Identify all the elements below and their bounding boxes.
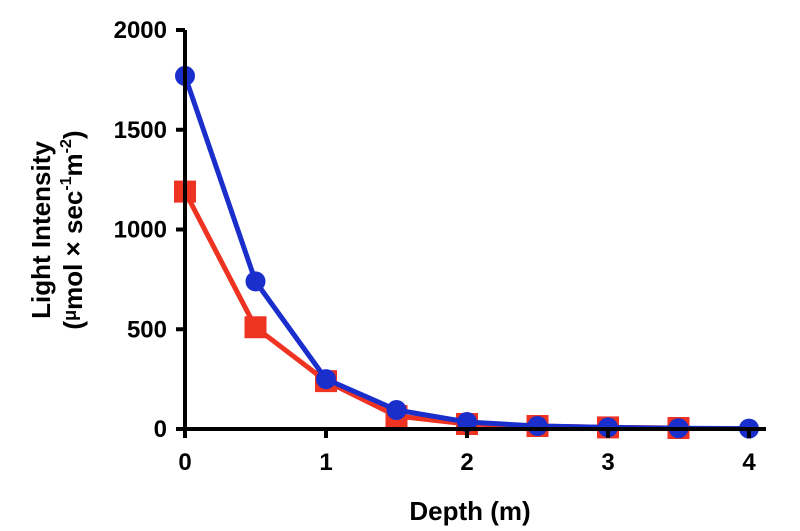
chart-marks <box>174 65 759 440</box>
series-square <box>174 180 690 440</box>
series-circle <box>175 65 759 439</box>
chart-ticks: 0 1 2 3 4 0 500 1000 1500 2000 <box>114 17 757 476</box>
chart-axes <box>183 30 766 431</box>
y-axis-title-close: ) <box>58 130 88 139</box>
series-line <box>182 75 750 432</box>
x-tick-label: 3 <box>601 449 614 476</box>
data-point-circle <box>245 271 266 292</box>
y-axis-title-line2: (μmol × sec-1m-2) <box>58 130 88 329</box>
y-tick-label: 2000 <box>114 17 167 44</box>
data-point-square <box>244 316 267 339</box>
y-axis-title-m: m <box>58 153 88 176</box>
x-tick-label: 2 <box>460 449 473 476</box>
y-axis-title-exp2: -2 <box>58 139 75 153</box>
y-tick-label: 500 <box>127 316 167 343</box>
data-point-circle <box>316 369 336 390</box>
series-line <box>182 190 679 431</box>
x-tick-label: 0 <box>178 449 191 476</box>
x-tick-label: 4 <box>742 449 756 476</box>
y-axis-title-mu: μ <box>60 310 80 321</box>
data-point-circle <box>386 400 407 421</box>
y-axis-title-exp1: -1 <box>58 176 75 190</box>
y-tick-label: 0 <box>154 416 167 443</box>
y-tick-label: 1000 <box>114 217 167 244</box>
x-tick-label: 1 <box>319 449 332 476</box>
y-axis-title: Light Intensity (μmol × sec-1m-2) <box>26 130 88 329</box>
y-tick-label: 1500 <box>114 117 167 144</box>
x-axis-title: Depth (m) <box>409 496 530 526</box>
y-axis-title-open: ( <box>58 321 88 330</box>
y-axis-title-mid: mol × sec <box>58 191 88 310</box>
data-point-circle <box>527 416 548 437</box>
y-axis-title-line1: Light Intensity <box>26 141 56 319</box>
